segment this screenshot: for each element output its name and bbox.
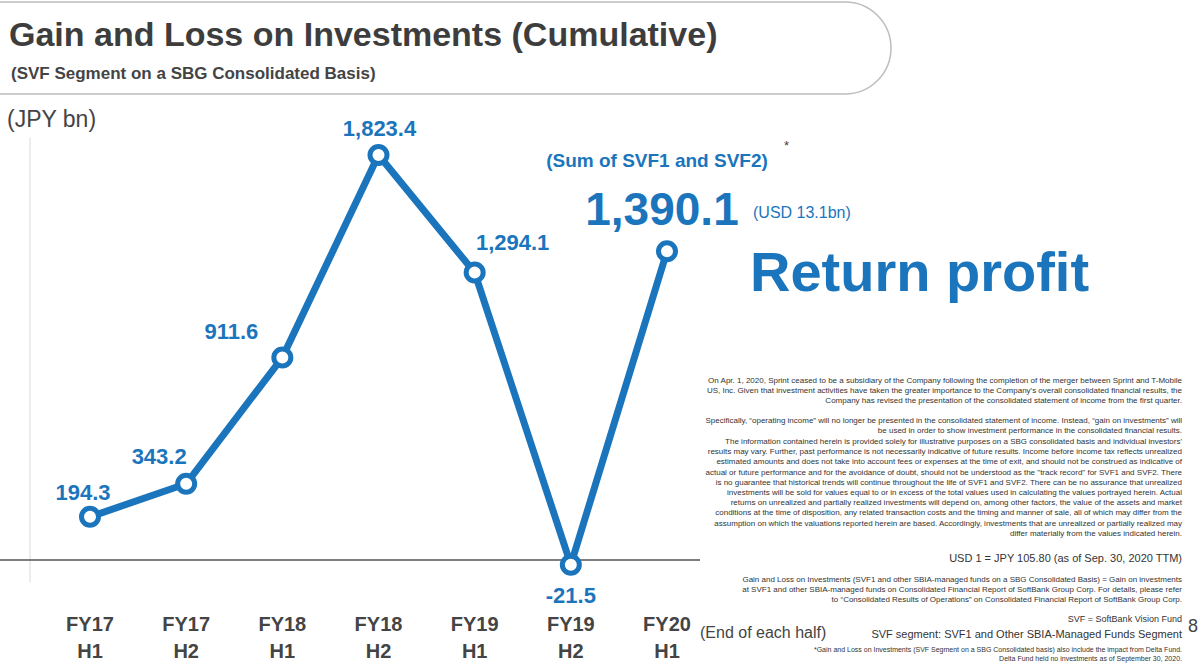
data-label: 1,390.1	[585, 183, 738, 235]
data-label: 1,823.4	[343, 116, 417, 141]
x-tick-line: H2	[366, 640, 392, 662]
point-marker	[370, 147, 387, 164]
x-tick-line: FY19	[547, 613, 595, 635]
page: {"chart_data": { "type": "line", "title"…	[0, 0, 1200, 671]
footnote: Specifically, “operating income” will no…	[702, 416, 1182, 436]
x-tick-line: FY18	[258, 613, 306, 635]
footnote: *Gain and Loss on Investments (SVF Segme…	[802, 645, 1182, 663]
data-label: 1,294.1	[476, 230, 549, 255]
x-tick-label: FY18 H1	[258, 613, 306, 662]
x-tick-label: FY19 H1	[451, 613, 499, 662]
y-axis-label: (JPY bn)	[7, 106, 96, 132]
footnote: SVF = SoftBank Vision Fund	[782, 614, 1182, 625]
y-axis-line	[30, 138, 31, 582]
data-label: 911.6	[204, 319, 258, 344]
x-tick-line: FY20	[643, 613, 691, 635]
annotation: (USD 13.1bn)	[753, 204, 851, 221]
page-number: 8	[1188, 616, 1198, 636]
annotation: (Sum of SVF1 and SVF2)	[546, 150, 768, 171]
baseline	[0, 559, 700, 561]
point-marker	[82, 508, 99, 525]
annotation-asterisk: *	[784, 138, 789, 153]
x-tick-line: H1	[270, 640, 296, 662]
x-tick-line: FY18	[355, 613, 403, 635]
series-line	[90, 155, 667, 565]
point-marker	[178, 475, 195, 492]
x-tick-label: FY18 H2	[355, 613, 403, 662]
title: Gain and Loss on Investments (Cumulative…	[9, 15, 717, 53]
headline: Return profit	[750, 240, 1089, 303]
title-frame	[0, 2, 891, 94]
point-marker	[562, 556, 579, 573]
point-marker	[466, 264, 483, 281]
data-label: 194.3	[55, 480, 110, 505]
footnote: SVF segment: SVF1 and Other SBIA-Managed…	[742, 628, 1182, 641]
footnote: On Apr. 1, 2020, Sprint ceased to be a s…	[702, 376, 1182, 406]
x-tick-line: FY17	[66, 613, 114, 635]
point-marker	[274, 349, 291, 366]
data-label: -21.5	[546, 583, 596, 608]
point-marker	[659, 243, 676, 260]
footnote: The information contained herein is prov…	[702, 437, 1182, 539]
x-tick-line: H2	[558, 640, 584, 662]
x-axis-label: (End of each half)	[700, 624, 826, 641]
x-tick-line: FY19	[451, 613, 499, 635]
footnote: USD 1 = JPY 105.80 (as of Sep. 30, 2020 …	[702, 552, 1182, 565]
data-label: 343.2	[132, 444, 187, 469]
x-tick-label: FY20 H1	[643, 613, 691, 662]
x-tick-line: H2	[173, 640, 199, 662]
x-tick-label: FY17 H1	[66, 613, 114, 662]
subtitle: (SVF Segment on a SBG Consolidated Basis…	[11, 64, 376, 83]
footnote: Gain and Loss on Investments (SVF1 and o…	[742, 575, 1182, 605]
x-tick-line: H1	[77, 640, 103, 662]
chart-canvas: Gain and Loss on Investments (Cumulative…	[0, 0, 1200, 671]
x-tick-line: H1	[462, 640, 488, 662]
x-tick-label: FY17 H2	[162, 613, 210, 662]
x-tick-label: FY19 H2	[547, 613, 595, 662]
x-tick-line: FY17	[162, 613, 210, 635]
x-tick-line: H1	[654, 640, 680, 662]
